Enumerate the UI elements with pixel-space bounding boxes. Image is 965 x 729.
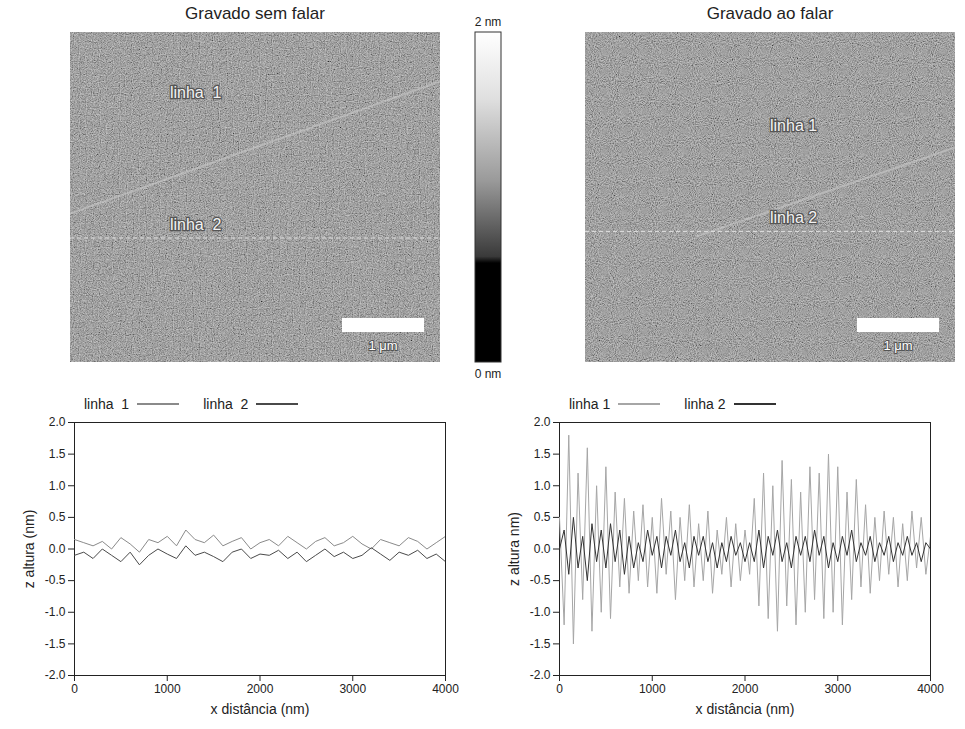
svg-text:2.0: 2.0 xyxy=(49,415,66,429)
svg-text:1 μm: 1 μm xyxy=(883,338,912,353)
svg-text:z altura nm): z altura nm) xyxy=(506,512,522,586)
svg-text:2.0: 2.0 xyxy=(534,415,551,429)
svg-text:z altura (nm): z altura (nm) xyxy=(21,510,37,589)
svg-text:3000: 3000 xyxy=(824,682,851,696)
svg-text:linha 1: linha 1 xyxy=(170,84,222,101)
html-text:linha 1: linha 1 xyxy=(84,396,130,412)
svg-text:1000: 1000 xyxy=(639,682,666,696)
svg-text:-1.5: -1.5 xyxy=(530,637,551,651)
svg-text:-2.0: -2.0 xyxy=(45,668,66,682)
svg-text:1 μm: 1 μm xyxy=(368,338,397,353)
svg-text:linha 2: linha 2 xyxy=(770,209,817,226)
svg-text:0.0: 0.0 xyxy=(534,542,551,556)
svg-text:2000: 2000 xyxy=(247,682,274,696)
svg-text:0.5: 0.5 xyxy=(49,510,66,524)
svg-text:x distância (nm): x distância (nm) xyxy=(696,701,795,717)
html-text:linha 2: linha 2 xyxy=(203,396,249,412)
svg-text:-1.5: -1.5 xyxy=(45,637,66,651)
svg-text:2000: 2000 xyxy=(732,682,759,696)
svg-text:4000: 4000 xyxy=(432,682,459,696)
html-text:Gravado ao falar: Gravado ao falar xyxy=(706,4,834,23)
svg-text:-1.0: -1.0 xyxy=(45,605,66,619)
svg-text:0.0: 0.0 xyxy=(49,542,66,556)
svg-text:0.5: 0.5 xyxy=(534,510,551,524)
html-text:linha 1: linha 1 xyxy=(569,396,611,412)
svg-text:3000: 3000 xyxy=(339,682,366,696)
svg-text:linha 1: linha 1 xyxy=(770,117,817,134)
svg-text:0 nm: 0 nm xyxy=(475,367,502,381)
svg-text:2 nm: 2 nm xyxy=(475,15,502,29)
svg-text:-1.0: -1.0 xyxy=(530,605,551,619)
svg-text:1.5: 1.5 xyxy=(534,447,551,461)
svg-text:1.5: 1.5 xyxy=(49,447,66,461)
svg-text:0: 0 xyxy=(556,682,563,696)
svg-text:1.0: 1.0 xyxy=(534,479,551,493)
svg-text:-0.5: -0.5 xyxy=(530,573,551,587)
svg-text:4000: 4000 xyxy=(917,682,944,696)
svg-text:linha 2: linha 2 xyxy=(170,216,222,233)
svg-text:1000: 1000 xyxy=(154,682,181,696)
svg-text:-2.0: -2.0 xyxy=(530,668,551,682)
svg-text:0: 0 xyxy=(71,682,78,696)
svg-text:1.0: 1.0 xyxy=(49,479,66,493)
svg-text:-0.5: -0.5 xyxy=(45,573,66,587)
html-text:Gravado sem falar: Gravado sem falar xyxy=(185,4,325,23)
html-text:linha 2: linha 2 xyxy=(684,396,726,412)
svg-text:x distância (nm): x distância (nm) xyxy=(211,701,310,717)
